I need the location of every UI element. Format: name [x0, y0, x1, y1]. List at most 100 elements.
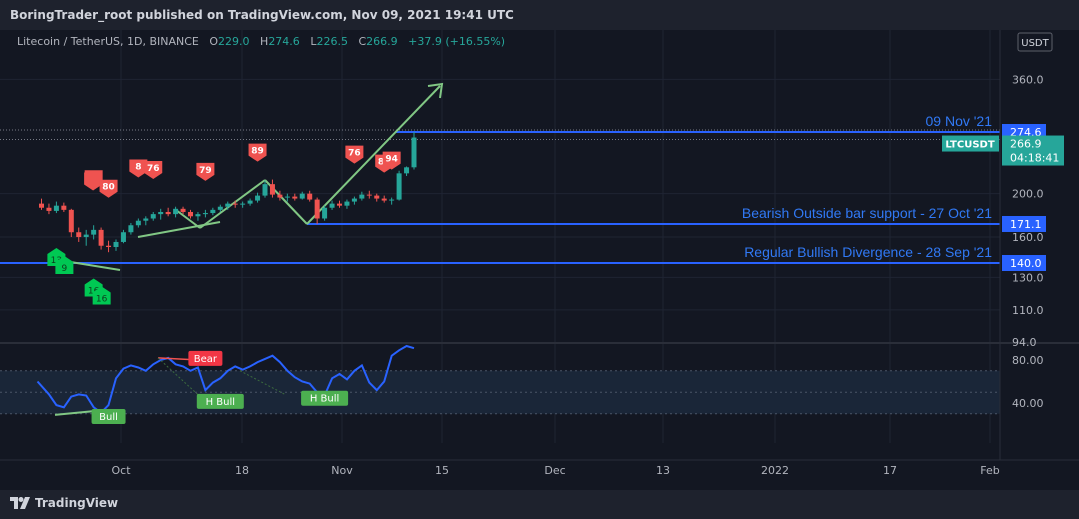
open-label: O: [209, 35, 219, 48]
candle-body: [359, 194, 365, 199]
candle-body: [337, 203, 342, 206]
candle-body: [188, 211, 193, 217]
bear-marker: [196, 162, 215, 181]
price-label-box: [1002, 255, 1046, 271]
price-tick-label: 360.0: [1012, 73, 1044, 86]
candle-body: [98, 229, 104, 246]
trend-arrow-head: [427, 82, 444, 99]
horizontal-line-label: Bearish Outside bar support - 27 Oct '21: [742, 205, 992, 221]
candle-body: [344, 201, 350, 206]
high-label: H: [260, 35, 269, 48]
currency-label: USDT: [1021, 38, 1049, 49]
divergence-line: [157, 357, 201, 397]
candle-body: [173, 208, 179, 215]
oscillator-background: [0, 370, 1000, 415]
oscillator-label-box: [188, 350, 223, 366]
candle-body: [262, 184, 268, 196]
wave-segment: [306, 85, 441, 225]
horizontal-line-label: 09 Nov '21: [926, 113, 993, 129]
bull-marker: [92, 286, 111, 305]
bear-marker: [129, 159, 148, 178]
chart-canvas[interactable]: 09 Nov '21 Bearish Outside bar support - …: [0, 30, 1079, 490]
bull-marker-label: 13: [51, 256, 62, 266]
time-tick-label: Oct: [111, 464, 131, 477]
bear-marker: [144, 160, 163, 179]
divergence-line: [239, 370, 286, 395]
bear-marker-label: 80: [102, 183, 115, 193]
candle-body: [374, 195, 380, 199]
candle-body: [76, 232, 82, 238]
low-value: 226.5: [316, 35, 348, 48]
candle-body: [389, 199, 395, 201]
oscillator-label: Bull: [99, 412, 118, 423]
footer-bar: [0, 490, 1079, 519]
oscillator-pane: Bear H Bull H Bull Bull: [36, 344, 415, 424]
price-label: 171.1: [1010, 218, 1042, 231]
close-label-box: [1002, 135, 1064, 166]
oscillator-label: Bear: [194, 354, 218, 365]
tradingview-brand[interactable]: TradingView: [10, 496, 118, 510]
oscillator-label: H Bull: [310, 394, 339, 405]
bear-marker: [248, 143, 267, 162]
candle-body: [292, 196, 298, 199]
axes: 360.0 200.0 160.0 130.0 110.0 94.0 80.00 40.00 O…: [0, 30, 1079, 477]
trend-line-support: [137, 221, 221, 238]
symbol-text: Litecoin / TetherUS, 1D, BINANCE: [17, 35, 199, 48]
candle-body: [322, 207, 328, 219]
candle-body: [240, 203, 246, 205]
chart-grid: [0, 30, 1079, 443]
trend-line-short: [175, 209, 201, 229]
price-tick-label: 94.0: [1012, 336, 1037, 349]
candle-body: [381, 198, 387, 201]
bear-marker-label: 76: [348, 149, 361, 159]
candle-body: [284, 196, 290, 198]
bear-marker-label: 79: [199, 166, 212, 176]
countdown-label: 04:18:41: [1010, 152, 1059, 165]
bear-marker: [84, 172, 103, 191]
signal-markers: 8087679897687941391616: [47, 143, 401, 305]
high-value: 274.6: [268, 35, 300, 48]
candle-body: [83, 234, 89, 238]
time-tick-label: Feb: [980, 464, 999, 477]
oscillator-label: H Bull: [206, 397, 235, 408]
price-tick-label: 160.0: [1012, 231, 1044, 244]
oscillator-tick-label: 40.00: [1012, 397, 1044, 410]
wave-segment: [199, 179, 266, 229]
candle-body: [247, 200, 253, 204]
bear-marker-label: 89: [251, 147, 264, 157]
candle-body: [158, 211, 164, 215]
candle-body: [299, 193, 305, 199]
close-value: 266.9: [366, 35, 398, 48]
symbol-label-box: [942, 135, 999, 152]
candle-body: [202, 213, 208, 215]
candle-body: [307, 193, 313, 200]
candle-body: [135, 220, 141, 226]
candle-body: [351, 198, 357, 202]
bear-marker: [345, 145, 364, 164]
bear-marker: [382, 151, 401, 170]
oscillator-label-box: [196, 393, 244, 409]
candle-body: [91, 229, 97, 235]
candle-body: [165, 211, 171, 215]
chart-legend: Litecoin / TetherUS, 1D, BINANCE O229.0 …: [17, 35, 505, 48]
price-tick-label: 130.0: [1012, 271, 1044, 284]
low-label: L: [310, 35, 317, 48]
bull-marker-label: 16: [96, 294, 108, 304]
close-price-label: 266.9: [1010, 138, 1042, 151]
symbol-label: LTCUSDT: [945, 140, 995, 151]
time-tick-label: Nov: [331, 464, 353, 477]
publish-bar: BoringTrader_root published on TradingVi…: [0, 0, 1079, 30]
candle-body: [277, 194, 283, 198]
time-tick-label: Dec: [544, 464, 565, 477]
candles: [39, 132, 417, 253]
time-tick-label: 2022: [761, 464, 789, 477]
candle-body: [53, 205, 59, 211]
currency-box: [1017, 32, 1053, 52]
candle-body: [46, 207, 52, 211]
bear-marker-label: 8: [135, 163, 141, 173]
close-label: C: [358, 35, 367, 48]
candle-body: [255, 195, 261, 201]
candle-body: [404, 167, 410, 174]
time-tick-label: 15: [435, 464, 449, 477]
candle-body: [106, 245, 112, 248]
